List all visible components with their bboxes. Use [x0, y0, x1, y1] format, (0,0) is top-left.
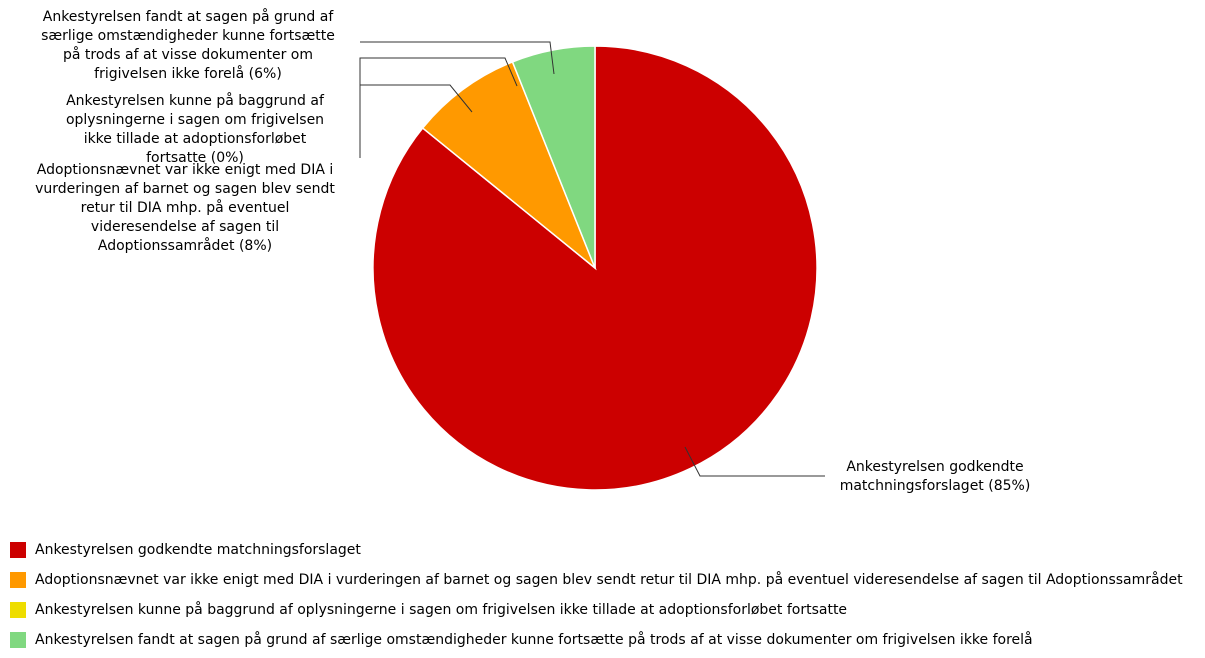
legend-label: Ankestyrelsen fandt at sagen på grund af… [35, 632, 1033, 648]
legend-swatch [10, 542, 26, 558]
callout-labels: Ankestyrelsen godkendte matchningsforslag… [35, 8, 1030, 494]
chart-legend: Ankestyrelsen godkendte matchningsforsla… [10, 538, 1205, 658]
legend-item: Ankestyrelsen godkendte matchningsforsla… [10, 538, 1205, 568]
legend-swatch [10, 602, 26, 618]
legend-swatch [10, 632, 26, 648]
callout-leader-lines [359, 41, 825, 477]
legend-label: Ankestyrelsen kunne på baggrund af oplys… [35, 602, 848, 618]
legend-label: Adoptionsnævnet var ikke enigt med DIA i… [35, 572, 1183, 588]
callout-leader-line [359, 84, 473, 158]
legend-item: Ankestyrelsen fandt at sagen på grund af… [10, 628, 1205, 658]
legend-swatch [10, 572, 26, 588]
callout-leader-line [360, 41, 555, 75]
callout-leader-line [684, 446, 825, 477]
callout-label: Ankestyrelsen fandt at sagen på grund af… [41, 8, 335, 82]
callout-label: Ankestyrelsen godkendte matchningsforslag… [840, 459, 1031, 494]
pie-slice [511, 45, 596, 269]
callout-label: Adoptionsnævnet var ikke enigt med DIA i… [35, 162, 335, 254]
callout-leader-line [359, 57, 518, 87]
pie-slices [372, 45, 818, 491]
legend-item: Adoptionsnævnet var ikke enigt med DIA i… [10, 568, 1205, 598]
callout-label: Ankestyrelsen kunne på baggrund af oplysn… [66, 92, 325, 166]
legend-label: Ankestyrelsen godkendte matchningsforsla… [35, 542, 361, 558]
legend-item: Ankestyrelsen kunne på baggrund af oplys… [10, 598, 1205, 628]
pie-slice [421, 60, 597, 271]
